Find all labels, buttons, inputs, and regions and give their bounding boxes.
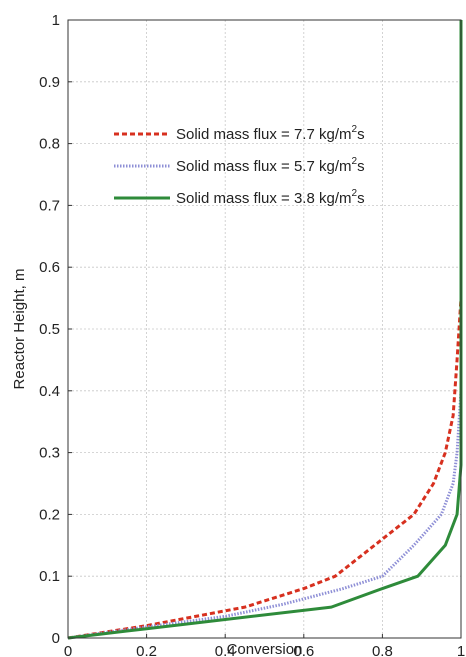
x-tick-label: 1 (457, 643, 465, 657)
y-tick-label: 1 (52, 12, 60, 29)
legend-label-superscript: 2 (352, 124, 358, 135)
y-tick-label: 0.4 (39, 383, 60, 400)
y-tick-label: 0.2 (39, 506, 60, 523)
legend-label-2: Solid mass flux = 5.7 kg/m2s (176, 156, 365, 175)
y-tick-label: 0 (52, 630, 60, 647)
x-tick-label: 0.8 (372, 643, 393, 657)
y-tick-label: 0.3 (39, 445, 60, 462)
series-line-2 (67, 390, 463, 640)
series-line-1 (67, 236, 463, 640)
y-tick-label: 0.8 (39, 136, 60, 153)
y-tick-label: 0.1 (39, 568, 60, 585)
legend-label-1: Solid mass flux = 7.7 kg/m2s (176, 124, 365, 143)
y-axis-label: Reactor Height, m (11, 269, 28, 390)
x-tick-label: 0.2 (136, 643, 157, 657)
legend-label-suffix: s (357, 158, 365, 175)
y-tick-label: 0.9 (39, 74, 60, 91)
legend-label-text: Solid mass flux = 7.7 kg/m (176, 126, 352, 143)
legend-label-text: Solid mass flux = 5.7 kg/m (176, 158, 352, 175)
legend-label-suffix: s (357, 126, 365, 143)
ticks: 0 0.2 0.4 0.6 0.8 1 0 0.1 0.2 0.3 0.4 0.5 0.6 0.7 0.8 0… (39, 12, 465, 657)
legend-label-superscript: 2 (352, 156, 358, 167)
grid (68, 20, 461, 638)
x-axis-label: Conversion (227, 641, 303, 657)
legend-label-3: Solid mass flux = 3.8 kg/m2s (176, 188, 365, 207)
series-line-3 (67, 20, 463, 640)
y-tick-label: 0.7 (39, 197, 60, 214)
legend-label-suffix: s (357, 190, 365, 207)
series-layer (67, 20, 463, 640)
y-tick-label: 0.5 (39, 321, 60, 338)
legend-label-superscript: 2 (352, 188, 358, 199)
x-tick-label: 0 (64, 643, 72, 657)
legend-label-text: Solid mass flux = 3.8 kg/m (176, 190, 352, 207)
x-tick-label: 0.6 (293, 643, 314, 657)
x-tick-label: 0.4 (215, 643, 236, 657)
y-tick-label: 0.6 (39, 259, 60, 276)
